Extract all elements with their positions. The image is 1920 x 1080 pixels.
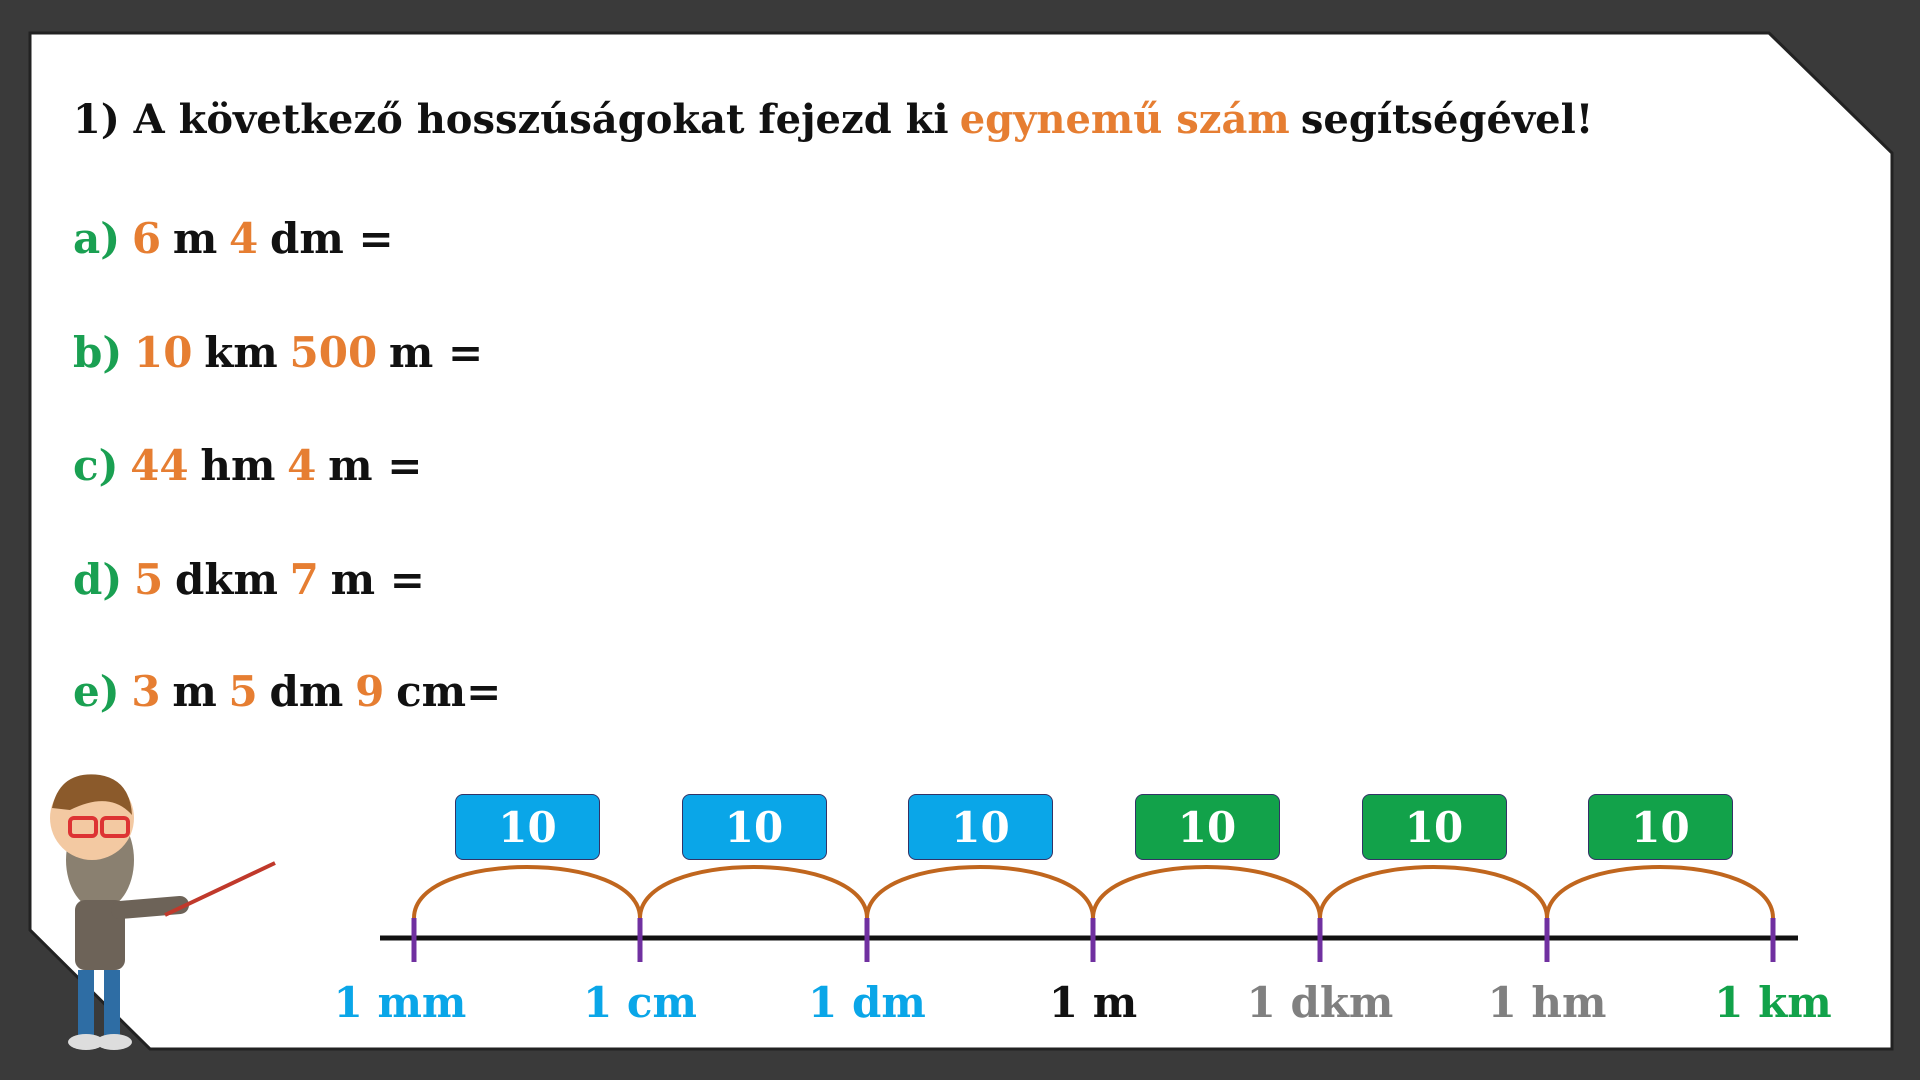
text-part: m = — [388, 328, 484, 377]
arc — [638, 865, 869, 919]
text-part: dkm — [174, 555, 278, 604]
text-part: km — [204, 328, 278, 377]
text-part: dm — [269, 667, 344, 716]
text-part: d) — [73, 555, 123, 604]
exercise: b) 10 km 500 m = — [73, 328, 495, 377]
exercise: a) 6 m 4 dm = — [73, 214, 405, 263]
arc — [865, 865, 1095, 919]
number-line — [380, 865, 1798, 962]
text-part: m — [172, 214, 218, 263]
title: 1) A következő hosszúságokat fejezd ki eg… — [73, 96, 1605, 143]
unit-label: 1 mm — [333, 978, 467, 1027]
text-part: b) — [73, 328, 123, 377]
text-part: 4 — [287, 441, 317, 490]
text-part: m = — [328, 441, 423, 490]
text-part: 5 — [134, 555, 164, 604]
unit-label: 1 dkm — [1246, 978, 1394, 1027]
text-part: a) — [73, 214, 121, 263]
text-part: 1) A következő hosszúságokat fejezd ki — [73, 96, 949, 143]
step-box: 10 — [1588, 794, 1733, 860]
step-box: 10 — [1361, 794, 1507, 860]
text-part: dm = — [270, 214, 394, 263]
exercise: e) 3 m 5 dm 9 cm= — [73, 667, 513, 716]
text-part: m — [172, 667, 217, 716]
text-part: 10 — [134, 328, 193, 377]
text-part: egynemű szám — [959, 96, 1290, 143]
arc — [412, 865, 642, 919]
unit-label: 1 dm — [808, 978, 926, 1027]
text-part: cm= — [396, 667, 502, 716]
unit-label: 1 hm — [1487, 978, 1607, 1027]
unit-label: 1 m — [1048, 978, 1138, 1027]
card — [28, 31, 1894, 1051]
step-box: 10 — [455, 794, 600, 860]
text-part: m = — [330, 555, 425, 604]
step-box: 10 — [1134, 794, 1280, 860]
step-box: 10 — [681, 794, 827, 860]
text-part: 44 — [130, 441, 189, 490]
text-part: 5 — [228, 667, 258, 716]
step-box: 10 — [908, 794, 1053, 860]
arc — [1545, 865, 1775, 919]
text-part: 9 — [355, 667, 385, 716]
text-part: 4 — [229, 214, 259, 263]
text-part: e) — [73, 667, 120, 716]
text-part: segítségével! — [1300, 96, 1594, 143]
arc — [1318, 865, 1549, 919]
text-part: 7 — [289, 555, 319, 604]
exercise: d) 5 dkm 7 m = — [73, 555, 437, 604]
teacher-figure — [50, 774, 276, 1050]
text-part: hm — [200, 441, 276, 490]
unit-label: 1 cm — [583, 978, 697, 1027]
text-part: 500 — [289, 328, 378, 377]
exercise: c) 44 hm 4 m = — [73, 441, 434, 490]
text-part: 6 — [131, 214, 162, 263]
text-part: c) — [73, 441, 119, 490]
unit-label: 1 km — [1714, 978, 1832, 1027]
arc — [1091, 865, 1322, 919]
text-part: 3 — [131, 667, 161, 716]
